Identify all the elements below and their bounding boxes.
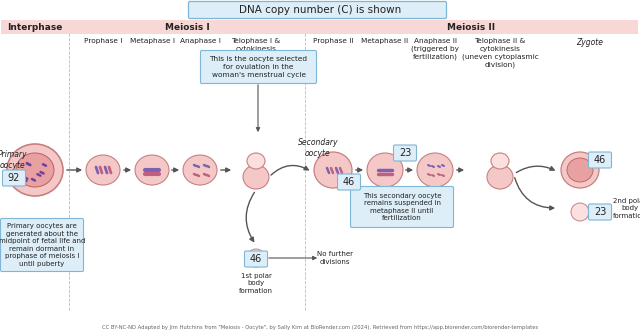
FancyBboxPatch shape (3, 170, 26, 186)
Circle shape (247, 249, 265, 267)
Text: Prophase II: Prophase II (313, 38, 353, 44)
FancyBboxPatch shape (337, 174, 360, 190)
Ellipse shape (314, 152, 352, 188)
Text: This secondary oocyte
remains suspended in
metaphase II until
fertilization: This secondary oocyte remains suspended … (363, 193, 441, 221)
Text: CC BY-NC-ND Adapted by Jim Hutchins from "Meiosis - Oocyte", by Sally Kim at Bio: CC BY-NC-ND Adapted by Jim Hutchins from… (102, 325, 538, 330)
Text: Meiosis II: Meiosis II (447, 22, 495, 31)
Ellipse shape (7, 144, 63, 196)
Text: 46: 46 (343, 177, 355, 187)
Text: 46: 46 (250, 254, 262, 264)
Text: 23: 23 (594, 207, 606, 217)
Ellipse shape (561, 152, 599, 188)
Text: 2nd polar
body
formation: 2nd polar body formation (613, 197, 640, 218)
Text: Primary oocytes are
generated about the
midpoint of fetal life and
remain dorman: Primary oocytes are generated about the … (0, 223, 85, 267)
Text: No further
divisions: No further divisions (317, 251, 353, 265)
Ellipse shape (491, 153, 509, 169)
Text: Meiosis I: Meiosis I (164, 22, 209, 31)
Text: This is the oocyte selected
for ovulation in the
woman's menstrual cycle: This is the oocyte selected for ovulatio… (209, 56, 307, 77)
FancyBboxPatch shape (589, 204, 611, 220)
Ellipse shape (247, 153, 265, 169)
Ellipse shape (567, 158, 593, 182)
Text: Telophase II &
cytokinesis
(uneven cytoplasmic
division): Telophase II & cytokinesis (uneven cytop… (461, 38, 538, 67)
FancyBboxPatch shape (244, 251, 268, 267)
FancyBboxPatch shape (305, 20, 638, 34)
Text: Telophase I &
cytokinesis
(uneven
cytoplasmic
division): Telophase I & cytokinesis (uneven cytopl… (232, 38, 280, 75)
Text: DNA copy number (C) is shown: DNA copy number (C) is shown (239, 5, 401, 15)
Text: 23: 23 (399, 148, 411, 158)
Text: 1st polar
body
formation: 1st polar body formation (239, 273, 273, 294)
FancyBboxPatch shape (589, 152, 611, 168)
FancyBboxPatch shape (1, 218, 83, 272)
Text: 46: 46 (594, 155, 606, 165)
Ellipse shape (367, 153, 403, 187)
Text: Metaphase II: Metaphase II (362, 38, 408, 44)
Ellipse shape (16, 153, 54, 187)
Ellipse shape (135, 155, 169, 185)
Ellipse shape (487, 165, 513, 189)
Text: Prophase I: Prophase I (84, 38, 122, 44)
FancyBboxPatch shape (69, 20, 305, 34)
FancyBboxPatch shape (200, 50, 317, 84)
Text: Zygote: Zygote (577, 38, 604, 47)
Text: Anaphase I: Anaphase I (180, 38, 220, 44)
Ellipse shape (243, 165, 269, 189)
Text: 92: 92 (8, 173, 20, 183)
Ellipse shape (417, 153, 453, 187)
Text: Interphase: Interphase (7, 22, 63, 31)
Text: Primary
oocyte: Primary oocyte (0, 150, 28, 170)
Text: Anaphase II
(triggered by
fertilization): Anaphase II (triggered by fertilization) (411, 38, 459, 60)
Ellipse shape (86, 155, 120, 185)
FancyBboxPatch shape (351, 186, 454, 227)
Circle shape (571, 203, 589, 221)
FancyBboxPatch shape (1, 20, 69, 34)
Text: Secondary
oocyte: Secondary oocyte (298, 138, 339, 158)
Text: Metaphase I: Metaphase I (129, 38, 175, 44)
FancyBboxPatch shape (189, 1, 447, 18)
Ellipse shape (183, 155, 217, 185)
FancyBboxPatch shape (394, 145, 417, 161)
